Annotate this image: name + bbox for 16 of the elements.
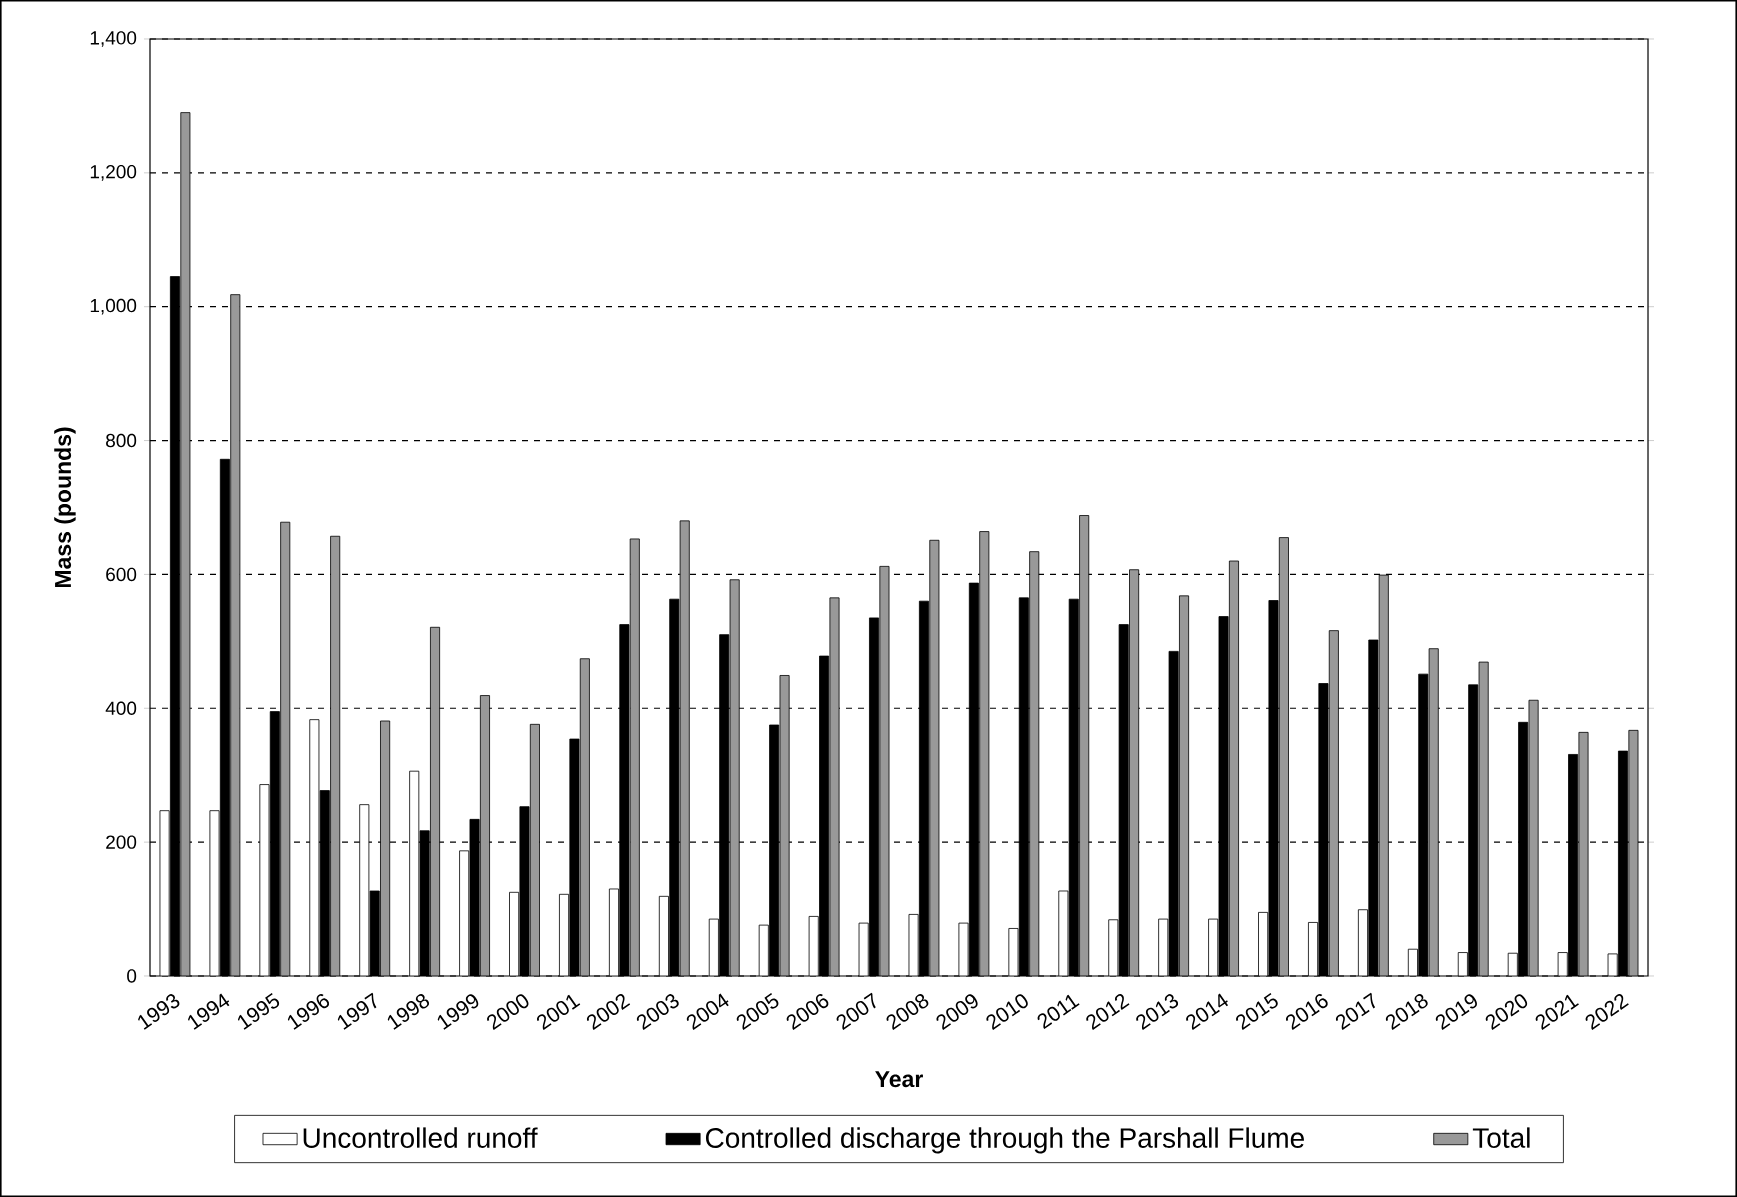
y-tick-label: 1,200: [90, 164, 137, 181]
y-tick-label: 0: [127, 969, 137, 983]
y-tick-label: 400: [105, 701, 137, 715]
x-axis-title: Year: [875, 1071, 923, 1088]
legend-label: Total: [1472, 1127, 1530, 1148]
y-tick-label: 600: [106, 567, 137, 582]
y-tick-label: 1,400: [90, 31, 137, 47]
y-tick-label: 200: [106, 835, 137, 849]
x-tick-label: 2021: [1535, 994, 1579, 1031]
x-tick-label: 2011: [1037, 994, 1080, 1030]
y-axis-title: Mass (pounds): [54, 427, 76, 588]
y-tick-label: 800: [106, 433, 137, 448]
legend-label: Controlled discharge through the Parshall Flume: [705, 1127, 1304, 1154]
y-tick-label: 1,000: [90, 298, 137, 315]
x-tick-label: 2001: [536, 994, 581, 1031]
legend-label: Uncontrolled runoff: [303, 1127, 538, 1148]
